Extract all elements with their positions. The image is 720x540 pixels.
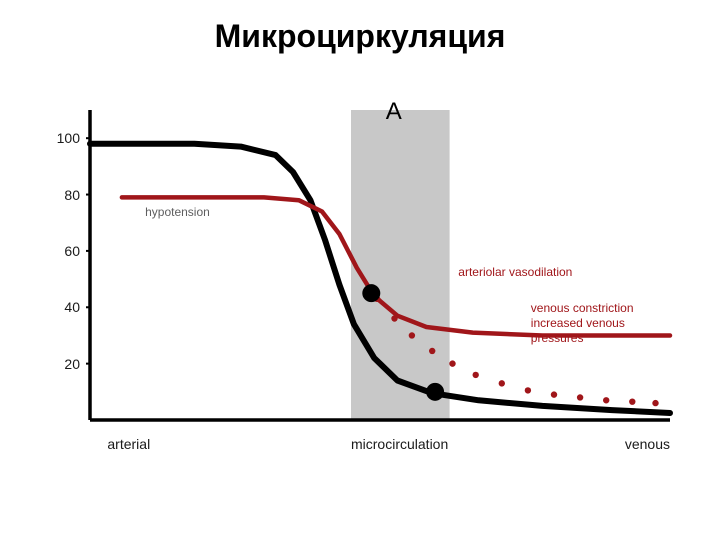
annotation-venous-constriction: venous constrictionincreased venous pres… — [531, 301, 680, 346]
black-dot-marker — [426, 383, 444, 401]
ytick-label: 100 — [48, 130, 80, 146]
xcat-label: arterial — [107, 436, 150, 452]
xcat-label: microcirculation — [351, 436, 448, 452]
red-dot-marker — [391, 315, 397, 321]
ytick-label: 40 — [48, 299, 80, 315]
ytick-label: 60 — [48, 243, 80, 259]
ytick-label: 80 — [48, 187, 80, 203]
red-dot-marker — [629, 398, 635, 404]
red-dot-marker — [603, 397, 609, 403]
red-dot-marker — [577, 394, 583, 400]
annotation-arteriolar-vasodilation: arteriolar vasodilation — [458, 265, 572, 280]
red-dot-marker — [449, 360, 455, 366]
red-dot-marker — [551, 391, 557, 397]
red-dot-marker — [499, 380, 505, 386]
panel-label: A — [386, 98, 402, 126]
red-dot-marker — [429, 348, 435, 354]
chart-svg — [40, 100, 680, 460]
black-dot-marker — [362, 284, 380, 302]
red-dot-marker — [473, 372, 479, 378]
xcat-label: venous — [625, 436, 670, 452]
chart-container: A 20 40 60 80 100 arterial microcirculation veno… — [40, 100, 680, 460]
page-title: Микроциркуляция — [0, 18, 720, 55]
microcirculation-band — [351, 110, 450, 420]
red-dot-marker — [409, 332, 415, 338]
red-dot-marker — [525, 387, 531, 393]
red-dot-marker — [652, 400, 658, 406]
annotation-hypotension: hypotension — [145, 205, 210, 220]
ytick-label: 20 — [48, 356, 80, 372]
